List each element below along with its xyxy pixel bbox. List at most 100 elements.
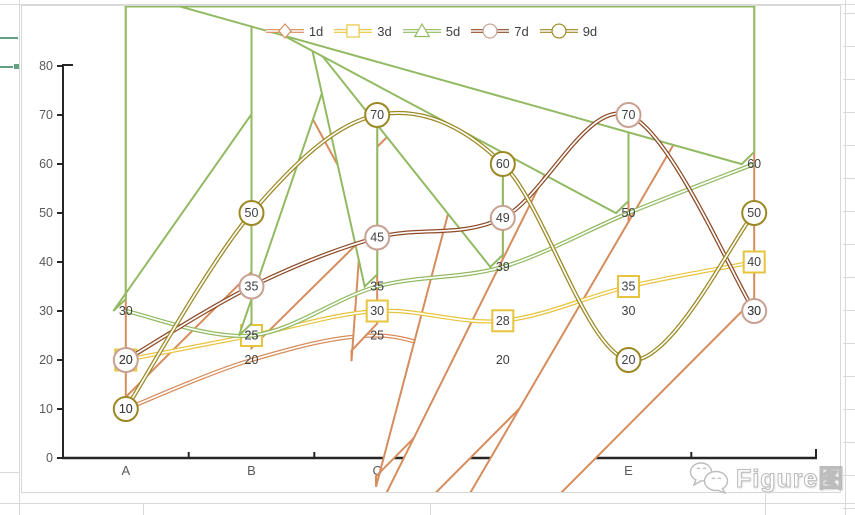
series-line-core-9d <box>125 112 755 410</box>
spreadsheet-gridline <box>843 145 855 146</box>
cell-accent-mark <box>14 64 19 69</box>
y-tick-label: 80 <box>39 59 53 73</box>
marker-7d <box>741 298 768 324</box>
legend-label-1d: 1d <box>308 23 324 39</box>
marker-9d <box>615 347 642 373</box>
marker-7d <box>615 102 642 128</box>
series-5d <box>112 6 756 339</box>
y-tick-label: 30 <box>39 304 53 318</box>
marker-7d <box>238 273 265 300</box>
data-label-7d: 70 <box>622 108 636 122</box>
data-label-7d: 45 <box>370 231 384 245</box>
series-7d <box>112 102 768 373</box>
data-label-9d: 10 <box>119 402 133 416</box>
data-label-1d: 25 <box>370 329 384 343</box>
marker-3d <box>742 250 766 274</box>
data-label-1d: 30 <box>622 304 636 318</box>
y-tick-label: 50 <box>39 206 53 220</box>
data-label-9d: 70 <box>370 108 384 122</box>
cell-accent-mark <box>0 37 18 39</box>
marker-3d <box>491 309 515 333</box>
marker-7d <box>112 347 139 373</box>
marker-9d <box>238 200 265 226</box>
series-9d <box>112 102 768 422</box>
legend-item-9d[interactable]: 9d <box>539 23 597 39</box>
marker-5d <box>179 6 756 166</box>
y-axis: 0 10 20 30 40 50 60 70 80 <box>39 59 73 465</box>
plot-svg: 01020304050607080ABCDE102025203030202530… <box>39 6 817 492</box>
spreadsheet-gridline <box>0 4 855 5</box>
spreadsheet-gridline <box>845 0 846 515</box>
legend-marker-5d <box>413 23 431 38</box>
x-category-label: C <box>373 463 382 478</box>
y-tick-label: 60 <box>39 157 53 171</box>
data-label-9d: 20 <box>622 353 636 367</box>
data-label-1d: 20 <box>245 353 259 367</box>
marker-9d <box>741 200 768 226</box>
data-label-7d: 20 <box>119 353 133 367</box>
data-label-7d: 30 <box>747 304 761 318</box>
legend-marker-3d <box>346 24 360 38</box>
data-label-5d: 60 <box>747 157 761 171</box>
spreadsheet-gridline <box>843 508 855 509</box>
data-label-3d: 28 <box>496 314 510 328</box>
legend-item-3d[interactable]: 3d <box>333 23 392 39</box>
legend-key-7d <box>471 23 510 39</box>
data-label-7d: 35 <box>245 280 259 294</box>
y-tick-label: 20 <box>39 353 53 367</box>
data-label-9d: 50 <box>245 206 259 220</box>
data-label-9d: 50 <box>747 206 761 220</box>
legend-item-1d[interactable]: 1d <box>265 23 323 39</box>
spreadsheet-gridline <box>843 409 855 410</box>
data-label-5d: 30 <box>119 304 133 318</box>
legend-marker-9d <box>551 23 567 39</box>
data-label-5d: 39 <box>496 260 510 274</box>
legend-label-3d: 3d <box>377 23 392 39</box>
spreadsheet-gridline <box>843 112 855 113</box>
legend-label-7d: 7d <box>514 23 529 39</box>
spreadsheet-gridline <box>843 343 855 344</box>
spreadsheet-gridline <box>843 79 855 80</box>
x-category-label: B <box>247 463 256 478</box>
legend-item-7d[interactable]: 7d <box>470 23 529 39</box>
spreadsheet-gridline <box>0 503 855 504</box>
data-label-3d: 40 <box>747 255 761 269</box>
marker-7d <box>364 224 391 251</box>
data-label-5d: 50 <box>622 206 636 220</box>
marker-7d <box>489 204 516 231</box>
legend-marker-7d <box>482 23 498 39</box>
legend-label-5d: 5d <box>445 23 461 39</box>
data-label-1d: 20 <box>496 353 510 367</box>
legend-key-3d <box>334 24 373 38</box>
spreadsheet-gridline <box>843 277 855 278</box>
legend-label-9d: 9d <box>582 23 598 39</box>
y-tick-label: 40 <box>39 255 53 269</box>
marker-9d <box>112 396 139 422</box>
spreadsheet-gridline <box>843 13 855 14</box>
x-category-label: E <box>624 463 633 478</box>
marker-9d <box>364 102 391 128</box>
y-tick-label: 70 <box>39 108 53 122</box>
data-label-3d: 20 <box>119 353 133 367</box>
spreadsheet-gridline <box>843 310 855 311</box>
spreadsheet-gridline <box>843 244 855 245</box>
legend-key-9d <box>539 23 578 39</box>
spreadsheet-gridline <box>0 472 20 473</box>
legend-key-5d <box>402 23 441 38</box>
data-label-1d: 10 <box>119 402 133 416</box>
spreadsheet-gridline <box>430 503 431 515</box>
data-label-3d: 25 <box>245 329 259 343</box>
chart-legend: 1d 3d 5d 7d 9d <box>22 20 840 42</box>
legend-item-5d[interactable]: 5d <box>402 23 460 39</box>
spreadsheet-gridline <box>765 494 766 515</box>
spreadsheet-gridline <box>19 0 20 515</box>
y-tick-label: 0 <box>46 451 53 465</box>
spreadsheet-gridline <box>143 503 144 515</box>
y-tick-label: 10 <box>39 402 53 416</box>
data-label-9d: 60 <box>496 157 510 171</box>
data-label-5d: 35 <box>370 280 384 294</box>
chart-object[interactable]: 01020304050607080ABCDE102025203030202530… <box>21 5 841 493</box>
marker-3d <box>365 299 389 323</box>
spreadsheet-gridline <box>843 475 855 476</box>
